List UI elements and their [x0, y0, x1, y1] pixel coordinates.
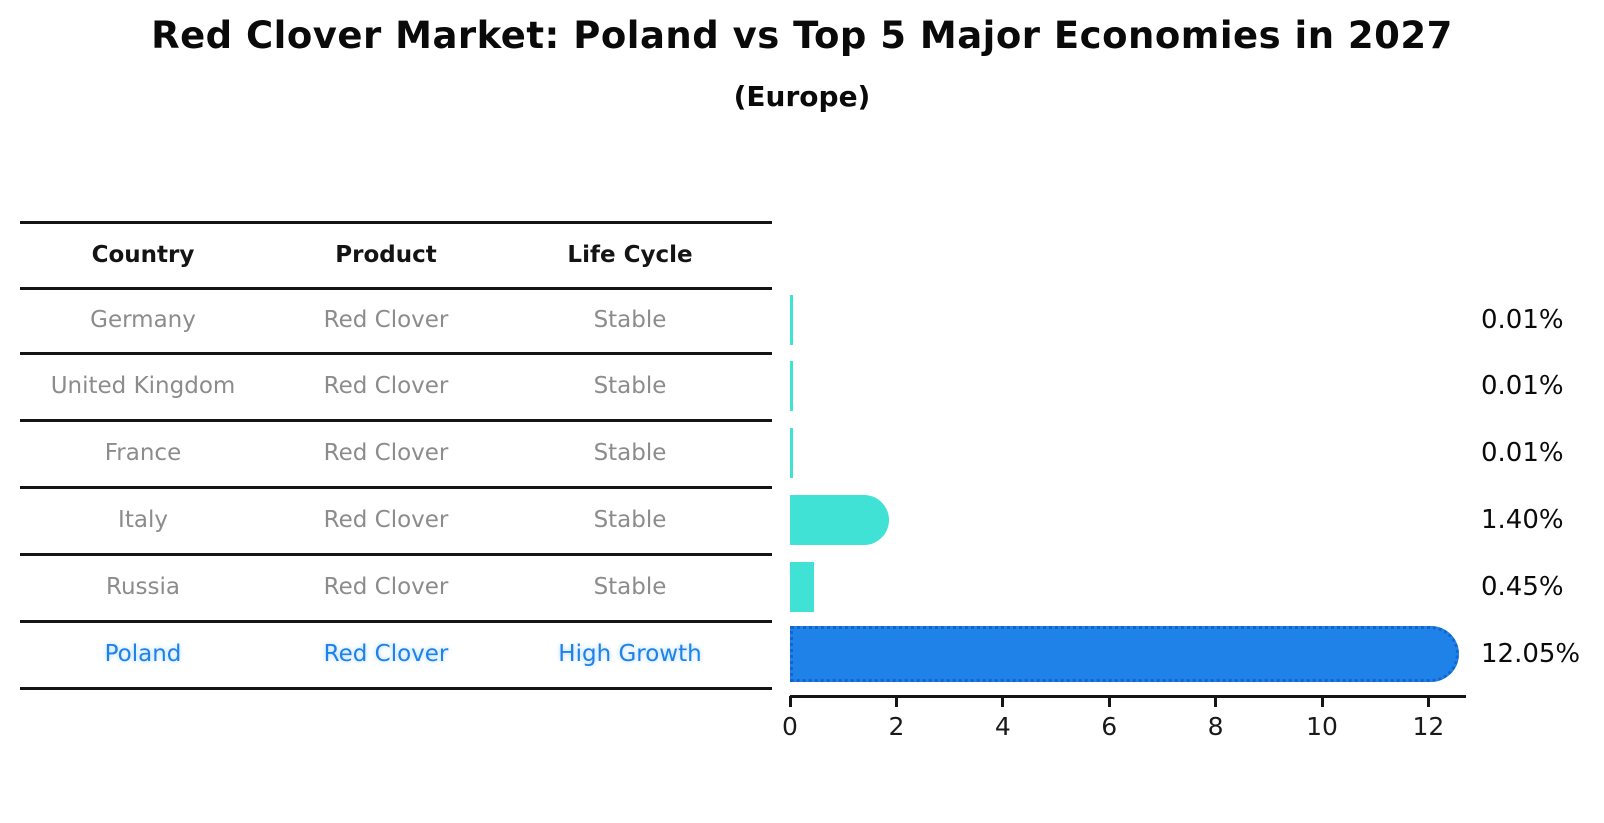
value-label-france: 0.01%: [1481, 438, 1564, 468]
value-label-germany: 0.01%: [1481, 305, 1564, 335]
value-label-italy: 1.40%: [1481, 505, 1564, 535]
table-cell-product-poland: Red Clover: [323, 641, 449, 667]
x-tick-label-4: 4: [994, 712, 1011, 741]
row-separator-line-6: [20, 620, 772, 623]
x-tick-label-8: 8: [1207, 712, 1224, 741]
bar-italy: [790, 495, 890, 545]
table-cell-country-united-kingdom: United Kingdom: [50, 373, 236, 399]
table-header-product: Product: [335, 242, 437, 268]
table-cell-product-united-kingdom: Red Clover: [323, 373, 449, 399]
bar-germany: [790, 295, 793, 345]
x-axis-line: [790, 695, 1466, 698]
value-label-poland: 12.05%: [1481, 639, 1581, 669]
table-cell-life-cycle-united-kingdom: Stable: [593, 373, 667, 399]
table-cell-product-france: Red Clover: [323, 440, 449, 466]
bar-russia: [790, 562, 814, 612]
table-cell-life-cycle-russia: Stable: [593, 574, 667, 600]
x-tick-mark-8: [1214, 696, 1218, 707]
table-cell-life-cycle-italy: Stable: [593, 507, 667, 533]
x-tick-mark-4: [1001, 696, 1005, 707]
table-cell-country-russia: Russia: [106, 574, 180, 600]
page-subtitle: (Europe): [733, 80, 871, 113]
table-cell-country-france: France: [104, 440, 182, 466]
x-tick-mark-6: [1107, 696, 1111, 707]
x-tick-mark-0: [788, 696, 792, 707]
row-separator-line-2: [20, 352, 772, 355]
table-cell-product-italy: Red Clover: [323, 507, 449, 533]
x-tick-mark-10: [1320, 696, 1324, 707]
bar-france: [790, 428, 793, 478]
x-tick-mark-2: [894, 696, 898, 707]
x-tick-label-2: 2: [888, 712, 905, 741]
table-cell-country-poland: Poland: [104, 641, 182, 667]
bar-united-kingdom: [790, 361, 793, 411]
x-tick-label-0: 0: [782, 712, 798, 741]
row-separator-line-1: [20, 287, 772, 290]
table-cell-life-cycle-germany: Stable: [593, 307, 667, 333]
row-separator-line-7: [20, 687, 772, 690]
page-title: Red Clover Market: Poland vs Top 5 Major…: [151, 14, 1453, 57]
value-label-russia: 0.45%: [1481, 572, 1564, 602]
x-tick-label-6: 6: [1101, 712, 1118, 741]
table-cell-country-germany: Germany: [90, 307, 196, 333]
table-cell-country-italy: Italy: [118, 507, 168, 533]
table-header-country: Country: [91, 242, 195, 268]
row-separator-line-3: [20, 419, 772, 422]
row-separator-line-5: [20, 553, 772, 556]
value-label-united-kingdom: 0.01%: [1481, 371, 1564, 401]
table-cell-product-germany: Red Clover: [323, 307, 449, 333]
table-cell-product-russia: Red Clover: [323, 574, 449, 600]
bar-poland: [790, 626, 1460, 682]
x-tick-mark-12: [1426, 696, 1430, 707]
table-cell-life-cycle-france: Stable: [593, 440, 667, 466]
table-header-life-cycle: Life Cycle: [567, 242, 693, 268]
row-separator-line-4: [20, 486, 772, 489]
x-tick-label-10: 10: [1306, 712, 1338, 741]
table-cell-life-cycle-poland: High Growth: [558, 641, 702, 667]
x-tick-label-12: 12: [1412, 712, 1445, 741]
row-separator-line-0: [20, 221, 772, 224]
